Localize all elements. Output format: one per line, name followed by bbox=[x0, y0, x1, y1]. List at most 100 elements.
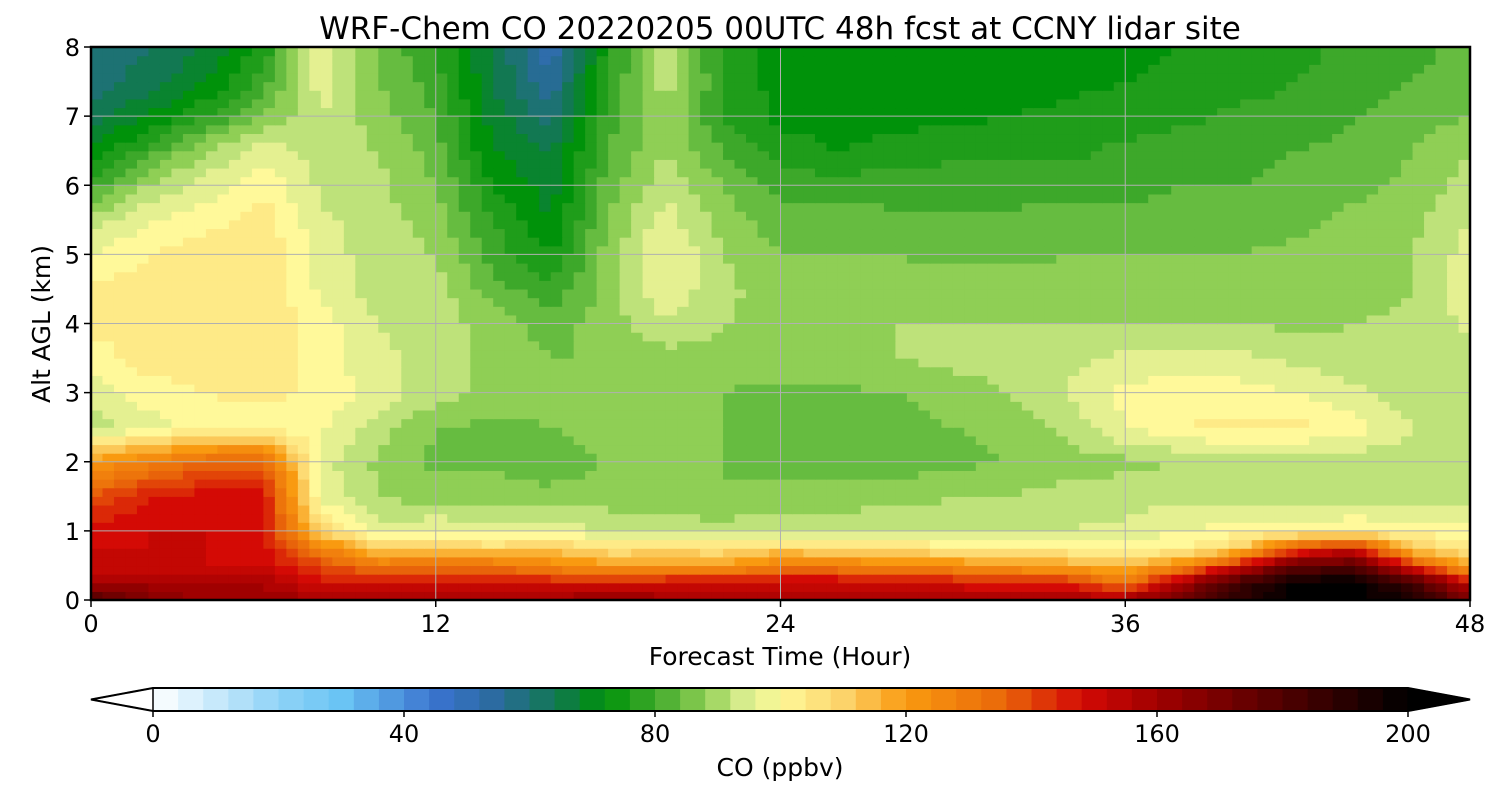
contour-cell bbox=[435, 297, 448, 307]
contour-cell bbox=[1332, 539, 1345, 549]
contour-cell bbox=[608, 297, 621, 307]
contour-cell bbox=[803, 522, 816, 532]
contour-cell bbox=[297, 470, 310, 480]
contour-cell bbox=[849, 574, 862, 584]
contour-cell bbox=[734, 340, 747, 351]
contour-cell bbox=[435, 366, 448, 376]
contour-cell bbox=[1182, 522, 1195, 532]
contour-cell bbox=[493, 349, 506, 359]
contour-cell bbox=[1125, 366, 1138, 376]
contour-cell bbox=[1171, 263, 1184, 273]
contour-cell bbox=[562, 401, 575, 411]
contour-cell bbox=[619, 340, 632, 351]
contour-cell bbox=[562, 254, 575, 264]
contour-cell bbox=[688, 297, 701, 307]
contour-cell bbox=[769, 565, 782, 575]
contour-cell bbox=[102, 392, 115, 402]
contour-cell bbox=[1205, 254, 1218, 264]
contour-cell bbox=[746, 340, 759, 351]
contour-cell bbox=[355, 479, 368, 489]
contour-cell bbox=[608, 254, 621, 264]
contour-cell bbox=[780, 245, 793, 255]
contour-cell bbox=[1401, 245, 1414, 255]
contour-cell bbox=[102, 591, 115, 601]
contour-cell bbox=[941, 582, 954, 592]
contour-cell bbox=[171, 383, 184, 394]
contour-cell bbox=[1148, 288, 1161, 299]
contour-cell bbox=[608, 574, 621, 584]
contour-cell bbox=[1412, 245, 1425, 255]
contour-cell bbox=[435, 496, 448, 506]
contour-cell bbox=[240, 340, 253, 351]
contour-cell bbox=[1113, 435, 1126, 446]
contour-cell bbox=[366, 237, 379, 247]
contour-cell bbox=[240, 504, 253, 515]
contour-cell bbox=[1286, 435, 1299, 446]
contour-cell bbox=[964, 556, 977, 567]
contour-cell bbox=[895, 297, 908, 307]
contour-cell bbox=[573, 513, 586, 523]
contour-cell bbox=[1217, 496, 1230, 506]
contour-cell bbox=[849, 479, 862, 489]
contour-cell bbox=[136, 548, 150, 558]
contour-cell bbox=[401, 358, 414, 368]
contour-cell bbox=[1343, 582, 1356, 592]
contour-cell bbox=[1435, 349, 1448, 359]
contour-cell bbox=[102, 479, 115, 489]
contour-cell bbox=[1240, 461, 1253, 471]
contour-cell bbox=[619, 496, 632, 506]
contour-cell bbox=[1171, 470, 1184, 480]
contour-cell bbox=[148, 280, 161, 290]
contour-cell bbox=[573, 487, 586, 497]
contour-cell bbox=[1447, 565, 1460, 575]
contour-cell bbox=[1159, 444, 1172, 454]
contour-cell bbox=[1366, 453, 1379, 463]
contour-cell bbox=[849, 539, 862, 549]
contour-cell bbox=[297, 314, 310, 325]
contour-cell bbox=[1343, 427, 1356, 437]
contour-cell bbox=[401, 435, 414, 446]
contour-cell bbox=[171, 522, 184, 532]
contour-cell bbox=[1435, 461, 1448, 471]
contour-cell bbox=[527, 479, 540, 489]
contour-cell bbox=[872, 487, 885, 497]
contour-cell bbox=[1021, 245, 1034, 255]
contour-cell bbox=[1136, 565, 1149, 575]
contour-cell bbox=[125, 461, 138, 471]
contour-cell bbox=[895, 280, 908, 290]
contour-cell bbox=[596, 254, 609, 264]
contour-cell bbox=[435, 574, 448, 584]
contour-cell bbox=[217, 401, 230, 411]
contour-cell bbox=[527, 340, 540, 351]
contour-cell bbox=[780, 332, 793, 342]
contour-cell bbox=[263, 565, 276, 575]
contour-cell bbox=[1228, 496, 1241, 506]
contour-cell bbox=[929, 591, 942, 601]
contour-cell bbox=[964, 245, 977, 255]
contour-cell bbox=[1297, 574, 1310, 584]
contour-cell bbox=[562, 366, 575, 376]
contour-cell bbox=[1102, 401, 1115, 411]
contour-cell bbox=[998, 496, 1011, 506]
contour-cell bbox=[596, 323, 609, 333]
contour-cell bbox=[952, 591, 965, 601]
contour-cell bbox=[309, 479, 322, 489]
contour-cell bbox=[228, 574, 241, 584]
contour-cell bbox=[573, 263, 586, 273]
contour-cell bbox=[171, 470, 184, 480]
contour-cell bbox=[769, 306, 782, 316]
contour-cell bbox=[1148, 280, 1161, 290]
contour-cell bbox=[1056, 271, 1069, 281]
contour-cell bbox=[700, 245, 713, 255]
contour-cell bbox=[102, 496, 115, 506]
contour-cell bbox=[320, 375, 333, 385]
contour-cell bbox=[1412, 375, 1425, 385]
contour-cell bbox=[481, 496, 494, 506]
contour-cell bbox=[1159, 582, 1172, 592]
contour-cell bbox=[826, 366, 839, 376]
contour-cell bbox=[148, 496, 161, 506]
contour-cell bbox=[1297, 323, 1310, 333]
contour-cell bbox=[458, 591, 471, 601]
contour-cell bbox=[860, 582, 874, 592]
contour-cell bbox=[837, 496, 851, 506]
